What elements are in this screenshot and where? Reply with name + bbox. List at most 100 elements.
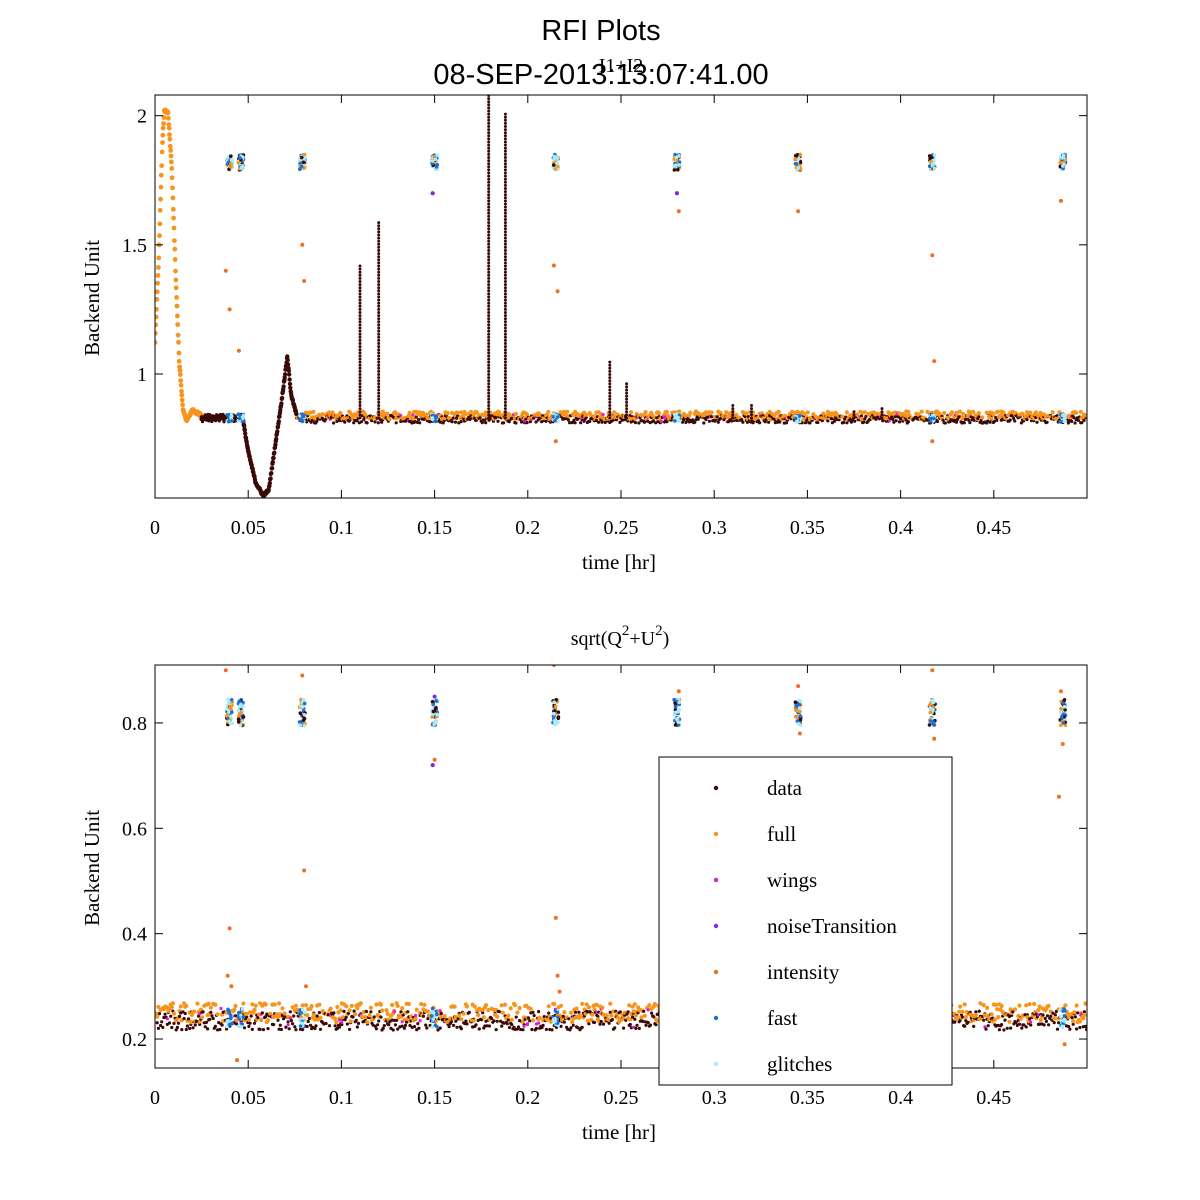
legend-item-full: full [713,822,796,846]
data-point [863,417,867,421]
data-point [618,1010,622,1014]
data-point [503,177,507,181]
data-point [487,252,491,256]
full-point [250,1002,255,1007]
data-point [503,360,507,364]
data-point [314,1024,318,1028]
data-point [289,1019,293,1023]
full-point [213,1002,218,1007]
data-point [377,283,381,287]
data-point [301,1028,305,1032]
glitches-point [302,723,307,728]
fast-point [929,719,933,723]
data-point [396,1027,400,1031]
data-point [184,1027,188,1032]
data-point [820,419,824,423]
data-point [750,410,753,414]
intensity-point [302,868,307,873]
full-point [407,410,412,415]
legend-label: intensity [767,960,840,984]
full-point [577,1013,583,1019]
glitches-point [553,720,558,725]
data-point [562,1020,566,1024]
data-point [313,1026,317,1031]
data-point [288,1010,292,1014]
full-point [402,1017,407,1022]
full-point [308,410,313,415]
full-point [600,1005,605,1010]
fast-point [299,164,304,169]
glitches-point [302,163,307,167]
data-point [608,391,612,395]
data-point [293,1025,297,1029]
data-point [1070,419,1074,424]
full-point [168,148,174,153]
data-point [377,348,381,352]
data-point [358,335,362,339]
data-point [633,421,638,425]
full-point [553,704,558,709]
full-point [483,410,488,415]
data-point [425,1026,429,1030]
data-point [315,419,319,423]
xtick-label: 0.2 [515,1087,540,1109]
data-point [644,1023,648,1027]
data-point [1068,1027,1072,1031]
data-point [358,329,362,333]
data-point [646,419,650,423]
full-point [176,350,182,356]
data-point [352,1009,356,1013]
data-point [465,1022,469,1026]
wings-point [646,1008,650,1012]
legend-item-noisetransition: noiseTransition [713,914,897,938]
full-point [980,415,985,420]
wings-point [525,1022,530,1026]
data-point [693,420,697,424]
data-point [487,317,491,321]
data-point [503,276,507,280]
wings-point [198,1012,202,1016]
full-point [459,410,464,415]
data-point [625,407,629,411]
full-point [165,110,171,116]
full-point [168,153,174,159]
data-point [279,395,285,401]
data-point [377,258,381,262]
data-point [704,417,708,422]
data-point [530,1027,534,1032]
wings-point [522,1024,526,1028]
full-point [344,1004,349,1009]
data-point [358,320,362,324]
full-point [545,1017,550,1022]
full-point [862,410,867,415]
data-point [1029,1023,1033,1027]
figure-title-line1: RFI Plots [541,15,660,47]
data-point [372,1015,376,1019]
data-point [603,420,607,424]
data-point [160,1020,164,1024]
data-point [964,1019,968,1023]
full-point [170,206,176,212]
full-point [628,1017,633,1022]
glitches-point [931,708,935,712]
data-point [608,376,612,380]
data-point [487,183,491,187]
data-point [1045,420,1049,424]
full-point [794,715,799,719]
full-point [639,1015,644,1020]
data-point [1011,1010,1015,1014]
data-point [982,1018,986,1022]
data-point [503,230,507,234]
full-point [455,410,460,415]
data-point [503,149,507,153]
data-point [625,394,629,398]
data-point [503,311,507,314]
data-point [503,329,507,333]
intensity-point [551,263,556,268]
data-point [514,421,518,425]
data-point [503,156,507,159]
glitches-point [1060,1024,1064,1029]
data-point [808,421,812,425]
full-point [1084,1001,1087,1006]
data-point [236,717,241,721]
